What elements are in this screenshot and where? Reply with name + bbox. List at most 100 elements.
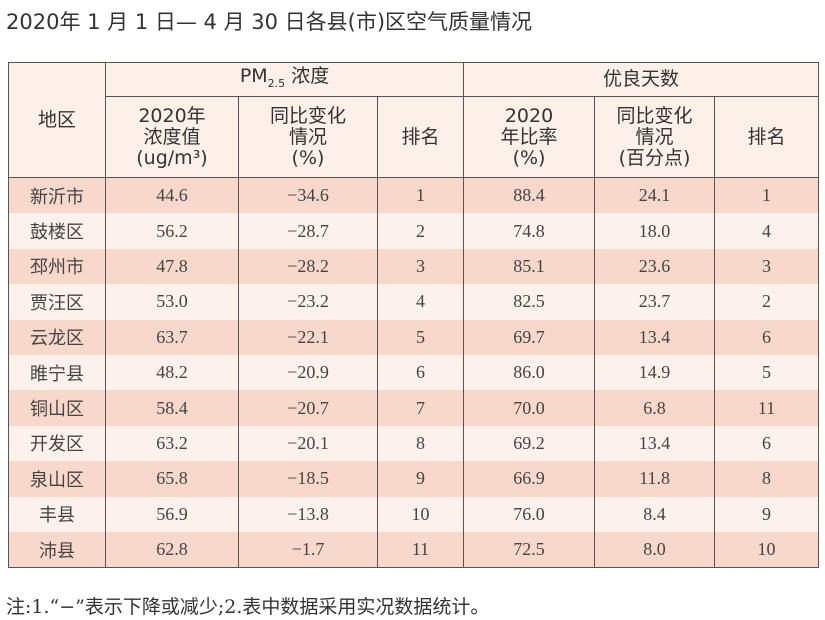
header-pm25-group: PM2.5 浓度: [104, 62, 465, 97]
cell-good-rate: 88.4: [463, 177, 596, 214]
cell-region: 鼓楼区: [8, 213, 106, 249]
cell-good-change: 8.4: [594, 496, 716, 532]
cell-good-change: 11.8: [594, 461, 716, 497]
cell-pm-value: 44.6: [105, 177, 239, 214]
cell-good-rate: 72.5: [463, 531, 596, 569]
cell-region: 新沂市: [8, 177, 106, 214]
cell-good-rate: 66.9: [463, 461, 596, 497]
cell-pm-value: 62.8: [105, 531, 239, 569]
cell-good-change: 18.0: [594, 213, 716, 249]
cell-region: 泉山区: [8, 461, 106, 497]
table-row: 云龙区 63.7 −22.1 5 69.7 13.4 6: [8, 319, 820, 355]
cell-good-change: 23.6: [594, 248, 716, 285]
cell-region: 铜山区: [8, 390, 106, 426]
cell-good-rank: 4: [714, 213, 820, 249]
cell-good-rank: 6: [714, 319, 820, 355]
cell-good-rate: 85.1: [463, 248, 596, 285]
table-row: 邳州市 47.8 −28.2 3 85.1 23.6 3: [8, 248, 820, 285]
cell-pm-change: −28.7: [238, 213, 378, 249]
table-row: 泉山区 65.8 −18.5 9 66.9 11.8 8: [8, 461, 820, 497]
cell-good-rate: 76.0: [463, 496, 596, 532]
cell-pm-value: 47.8: [105, 248, 239, 285]
table-row: 铜山区 58.4 −20.7 7 70.0 6.8 11: [8, 390, 820, 426]
cell-pm-rank: 4: [376, 284, 465, 320]
cell-pm-rank: 10: [376, 496, 465, 532]
table-row: 开发区 63.2 −20.1 8 69.2 13.4 6: [8, 425, 820, 462]
cell-pm-rank: 6: [376, 354, 465, 391]
cell-region: 云龙区: [8, 319, 106, 355]
header-region: 地区: [8, 62, 106, 178]
table-row: 新沂市 44.6 −34.6 1 88.4 24.1 1: [8, 177, 820, 214]
cell-good-rank: 10: [714, 531, 820, 569]
header-pm-rank: 排名: [376, 96, 465, 178]
footnote: 注:1.“−”表示下降或减少;2.表中数据采用实况数据统计。: [6, 596, 490, 618]
air-quality-table: 地区 PM2.5 浓度 优良天数 2020年 浓度值 (ug/m³) 同比变化 情况(…: [8, 62, 820, 569]
cell-pm-change: −22.1: [238, 319, 378, 355]
header-pm-change: 同比变化 情况 (%): [238, 96, 378, 178]
cell-region: 睢宁县: [8, 354, 106, 391]
cell-good-rank: 8: [714, 461, 820, 497]
cell-pm-change: −13.8: [238, 496, 378, 532]
cell-pm-value: 63.7: [105, 319, 239, 355]
cell-pm-change: −20.9: [238, 354, 378, 391]
table-row: 沛县 62.8 −1.7 11 72.5 8.0 10: [8, 531, 820, 569]
cell-pm-value: 56.9: [105, 496, 239, 532]
cell-good-change: 13.4: [594, 319, 716, 355]
cell-region: 丰县: [8, 496, 106, 532]
cell-pm-value: 48.2: [105, 354, 239, 391]
cell-pm-rank: 3: [376, 248, 465, 285]
cell-pm-value: 58.4: [105, 390, 239, 426]
header-good-days-group: 优良天数: [463, 62, 820, 97]
cell-pm-rank: 11: [376, 531, 465, 569]
page-title: 2020年 1 月 1 日— 4 月 30 日各县(市)区空气质量情况: [6, 10, 533, 34]
cell-good-rate: 86.0: [463, 354, 596, 391]
cell-pm-change: −28.2: [238, 248, 378, 285]
header-pm-value: 2020年 浓度值 (ug/m³): [105, 96, 239, 178]
cell-pm-rank: 1: [376, 177, 465, 214]
cell-pm-rank: 5: [376, 319, 465, 355]
cell-region: 开发区: [8, 425, 106, 462]
cell-good-rate: 82.5: [463, 284, 596, 320]
cell-pm-value: 56.2: [105, 213, 239, 249]
cell-good-change: 14.9: [594, 354, 716, 391]
cell-pm-value: 65.8: [105, 461, 239, 497]
cell-good-change: 13.4: [594, 425, 716, 462]
cell-pm-change: −20.1: [238, 425, 378, 462]
cell-pm-rank: 9: [376, 461, 465, 497]
table-row: 睢宁县 48.2 −20.9 6 86.0 14.9 5: [8, 354, 820, 391]
cell-good-rate: 74.8: [463, 213, 596, 249]
cell-good-rate: 70.0: [463, 390, 596, 426]
table-row: 贾汪区 53.0 −23.2 4 82.5 23.7 2: [8, 284, 820, 320]
cell-good-change: 23.7: [594, 284, 716, 320]
header-good-rate: 2020 年比率 (%): [463, 96, 596, 178]
cell-region: 沛县: [8, 531, 106, 569]
cell-region: 邳州市: [8, 248, 106, 285]
cell-pm-change: −34.6: [238, 177, 378, 214]
cell-region: 贾汪区: [8, 284, 106, 320]
table-row: 丰县 56.9 −13.8 10 76.0 8.4 9: [8, 496, 820, 532]
cell-pm-change: −1.7: [238, 531, 378, 569]
cell-pm-rank: 7: [376, 390, 465, 426]
cell-pm-change: −23.2: [238, 284, 378, 320]
header-good-change: 同比变化 情况 (百分点): [594, 96, 716, 178]
cell-pm-value: 63.2: [105, 425, 239, 462]
cell-good-change: 8.0: [594, 531, 716, 569]
cell-good-rank: 3: [714, 248, 820, 285]
cell-good-rank: 2: [714, 284, 820, 320]
cell-pm-rank: 8: [376, 425, 465, 462]
header-good-rank: 排名: [714, 96, 820, 178]
cell-pm-rank: 2: [376, 213, 465, 249]
cell-good-rank: 9: [714, 496, 820, 532]
cell-good-rank: 6: [714, 425, 820, 462]
cell-pm-value: 53.0: [105, 284, 239, 320]
cell-good-rank: 5: [714, 354, 820, 391]
cell-pm-change: −20.7: [238, 390, 378, 426]
cell-good-rank: 1: [714, 177, 820, 214]
cell-good-rate: 69.2: [463, 425, 596, 462]
cell-good-change: 24.1: [594, 177, 716, 214]
cell-good-rate: 69.7: [463, 319, 596, 355]
cell-good-change: 6.8: [594, 390, 716, 426]
cell-pm-change: −18.5: [238, 461, 378, 497]
cell-good-rank: 11: [714, 390, 820, 426]
table-row: 鼓楼区 56.2 −28.7 2 74.8 18.0 4: [8, 213, 820, 249]
